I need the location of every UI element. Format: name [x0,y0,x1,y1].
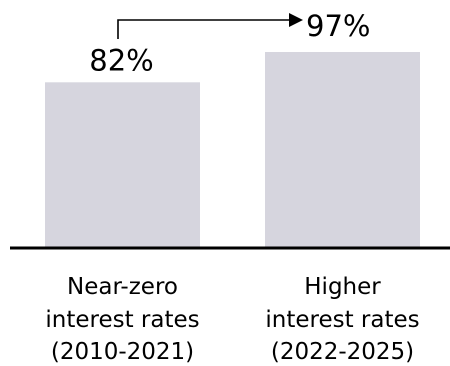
category-2-line-3: (2022-2025) [271,339,414,365]
arrow-line [117,19,291,39]
arrow-head-icon [289,13,303,27]
category-2-line-2: interest rates [265,307,419,333]
category-1-line-1: Near-zero [67,274,178,300]
bar-1 [45,82,200,248]
data-label-1: 82% [89,43,153,77]
bar-2 [265,52,420,248]
data-label-2: 97% [306,9,370,43]
data-labels-layer: 82% 97% [89,9,370,77]
category-labels-layer: Near-zero interest rates (2010-2021) Higher… [45,274,419,365]
category-2-line-1: Higher [304,274,381,300]
comparison-arrow [117,13,303,39]
bars-layer [45,52,420,248]
category-1-line-2: interest rates [45,307,199,333]
category-1-line-3: (2010-2021) [51,339,194,365]
